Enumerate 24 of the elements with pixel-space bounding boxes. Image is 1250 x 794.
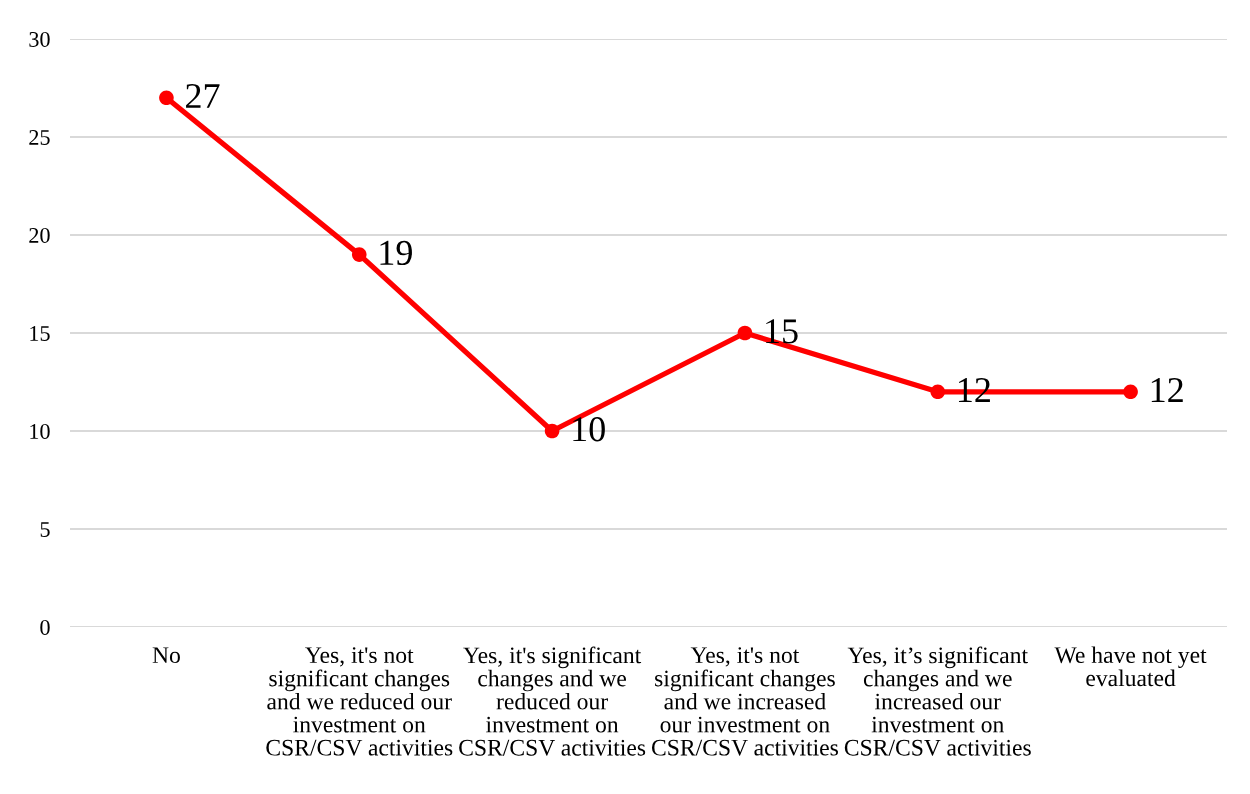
y-tick-label: 0 xyxy=(40,619,50,635)
x-tick-label: Yes, it's not significant changes and we reduced our investment on CSR/CSV activities xyxy=(266,647,453,756)
x-tick-label: Yes, it's significant changes and we reduced our investment on CSR/CSV activities xyxy=(459,646,646,756)
data-label: 27 xyxy=(186,83,220,108)
y-tick-label: 20 xyxy=(29,227,50,243)
y-tick-label: 30 xyxy=(29,31,50,47)
y-tick-label: 5 xyxy=(40,522,50,537)
data-label: 12 xyxy=(1151,377,1183,402)
y-tick-label: 25 xyxy=(29,129,50,145)
y-tick-label: 10 xyxy=(30,423,50,439)
y-tick-label: 15 xyxy=(30,326,50,341)
x-tick-label: We have not yet evaluated xyxy=(1054,646,1207,687)
x-tick-label: Yes, it’s significant changes and we increased our investment on CSR/CSV activities xyxy=(844,646,1031,756)
data-label: 10 xyxy=(573,417,605,442)
point xyxy=(351,247,367,262)
x-tick-label: No xyxy=(152,647,180,664)
point xyxy=(544,423,560,439)
data-label: 15 xyxy=(766,319,798,344)
x-tick-label: Yes, it's not significant changes and we increased our investment on CSR/CSV activities xyxy=(651,647,838,756)
point xyxy=(159,90,174,106)
point xyxy=(1123,384,1138,400)
point xyxy=(930,384,946,400)
data-label: 19 xyxy=(380,240,412,266)
point xyxy=(737,325,753,341)
